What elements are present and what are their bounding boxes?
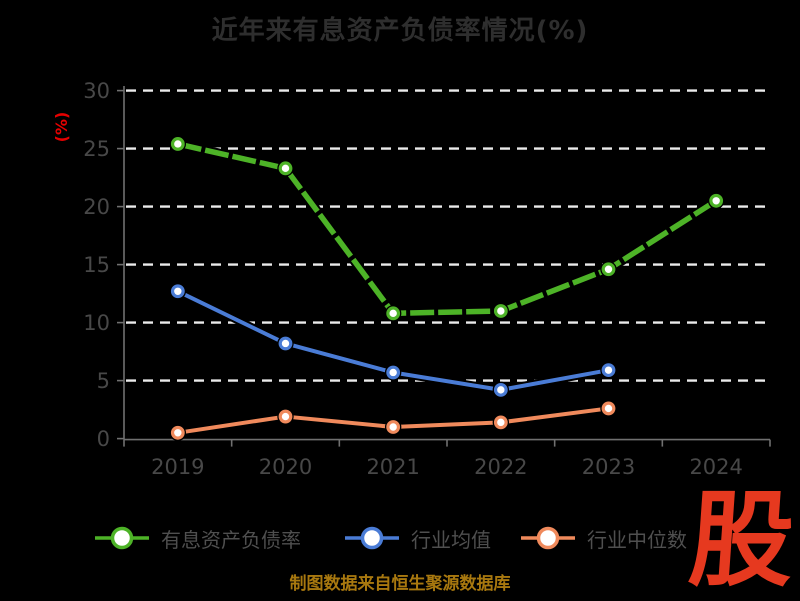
y-tick-label: 25 [83, 137, 110, 161]
data-point-marker [386, 365, 401, 380]
x-tick-label: 2021 [366, 455, 419, 479]
data-point-marker [601, 401, 616, 416]
data-point-marker [493, 304, 508, 318]
x-tick-label: 2020 [259, 455, 312, 479]
stock-logo: 股 [685, 479, 798, 601]
legend-item-series-2[interactable]: 行业均值 [343, 522, 491, 554]
x-tick-label: 2023 [582, 455, 635, 479]
data-point-marker [493, 415, 508, 430]
series-underlay-1 [176, 139, 719, 319]
data-point-marker [278, 409, 293, 424]
data-point-marker [493, 382, 508, 397]
legend-label-series-2: 行业均值 [411, 527, 491, 552]
data-point-marker [601, 262, 616, 277]
data-point-marker [170, 425, 185, 440]
x-tick-label: 2022 [474, 455, 527, 479]
data-point-marker [278, 161, 293, 176]
legend-item-series-3[interactable]: 行业中位数 [519, 522, 687, 554]
data-point-marker [601, 363, 616, 378]
legend-item-series-1[interactable]: 有息资产负债率 [93, 522, 301, 554]
y-tick-label: 15 [83, 253, 110, 277]
legend-label-series-1: 有息资产负债率 [161, 527, 301, 552]
y-tick-label: 30 [83, 79, 110, 103]
chart-title: 近年来有息资产负债率情况(%) [211, 16, 589, 46]
data-point-marker [709, 193, 724, 208]
legend-marker-orange [521, 526, 575, 550]
y-tick-label: 5 [97, 369, 110, 393]
y-tick-label: 10 [83, 311, 110, 335]
data-source-note: 制图数据来自恒生聚源数据库 [289, 574, 511, 594]
chart-legend: 有息资产负债率 行业均值 行业中位数 [0, 522, 800, 554]
data-point-marker [278, 336, 293, 351]
legend-label-series-3: 行业中位数 [587, 527, 687, 552]
series-line-1 [177, 141, 718, 317]
data-point-marker [170, 284, 185, 299]
legend-marker-green [95, 526, 149, 550]
x-tick-label: 2019 [151, 455, 204, 479]
data-point-marker [386, 420, 401, 434]
y-tick-label: 0 [97, 427, 110, 451]
legend-marker-blue [345, 526, 399, 550]
x-tick-label: 2024 [689, 455, 742, 479]
data-point-marker [170, 137, 185, 151]
data-point-marker [386, 306, 401, 321]
y-tick-label: 20 [83, 195, 110, 219]
